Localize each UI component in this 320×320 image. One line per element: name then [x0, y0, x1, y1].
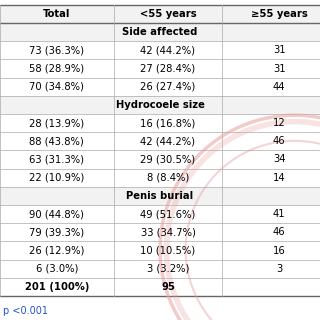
- Text: 63 (31.3%): 63 (31.3%): [29, 155, 84, 164]
- Text: Penis burial: Penis burial: [126, 191, 194, 201]
- Text: 27 (28.4%): 27 (28.4%): [140, 63, 196, 74]
- Text: 201 (100%): 201 (100%): [25, 282, 89, 292]
- Text: 46: 46: [273, 227, 285, 237]
- Text: 26 (27.4%): 26 (27.4%): [140, 82, 196, 92]
- Text: 41: 41: [273, 209, 285, 219]
- Text: 16 (16.8%): 16 (16.8%): [140, 118, 196, 128]
- Bar: [0, 23, 320, 41]
- Text: 88 (43.8%): 88 (43.8%): [29, 136, 84, 146]
- Bar: [0, 5, 320, 23]
- Text: Total: Total: [43, 9, 70, 19]
- Text: 8 (8.4%): 8 (8.4%): [147, 173, 189, 183]
- Text: 44: 44: [273, 82, 285, 92]
- Text: 6 (3.0%): 6 (3.0%): [36, 264, 78, 274]
- Text: 90 (44.8%): 90 (44.8%): [29, 209, 84, 219]
- Text: Side affected: Side affected: [122, 27, 198, 37]
- Bar: [0, 96, 320, 114]
- Text: 33 (34.7%): 33 (34.7%): [140, 227, 196, 237]
- Text: 95: 95: [161, 282, 175, 292]
- Text: 3 (3.2%): 3 (3.2%): [147, 264, 189, 274]
- Text: 42 (44.2%): 42 (44.2%): [140, 45, 196, 55]
- Text: Hydrocoele size: Hydrocoele size: [116, 100, 204, 110]
- Text: ≥55 years: ≥55 years: [251, 9, 308, 19]
- Text: p <0.001: p <0.001: [3, 306, 48, 316]
- Text: 34: 34: [273, 155, 285, 164]
- Text: 31: 31: [273, 45, 285, 55]
- Text: 58 (28.9%): 58 (28.9%): [29, 63, 84, 74]
- Text: 42 (44.2%): 42 (44.2%): [140, 136, 196, 146]
- Text: 22 (10.9%): 22 (10.9%): [29, 173, 84, 183]
- Text: 29 (30.5%): 29 (30.5%): [140, 155, 196, 164]
- Text: 26 (12.9%): 26 (12.9%): [29, 245, 84, 255]
- Text: 79 (39.3%): 79 (39.3%): [29, 227, 84, 237]
- Text: 28 (13.9%): 28 (13.9%): [29, 118, 84, 128]
- Text: 46: 46: [273, 136, 285, 146]
- Text: 14: 14: [273, 173, 285, 183]
- Text: 70 (34.8%): 70 (34.8%): [29, 82, 84, 92]
- Bar: [0, 187, 320, 205]
- Text: 12: 12: [273, 118, 285, 128]
- Text: 3: 3: [276, 264, 282, 274]
- Text: 73 (36.3%): 73 (36.3%): [29, 45, 84, 55]
- Text: 31: 31: [273, 63, 285, 74]
- Text: <55 years: <55 years: [140, 9, 196, 19]
- Text: 16: 16: [273, 245, 285, 255]
- Text: 10 (10.5%): 10 (10.5%): [140, 245, 196, 255]
- Text: 49 (51.6%): 49 (51.6%): [140, 209, 196, 219]
